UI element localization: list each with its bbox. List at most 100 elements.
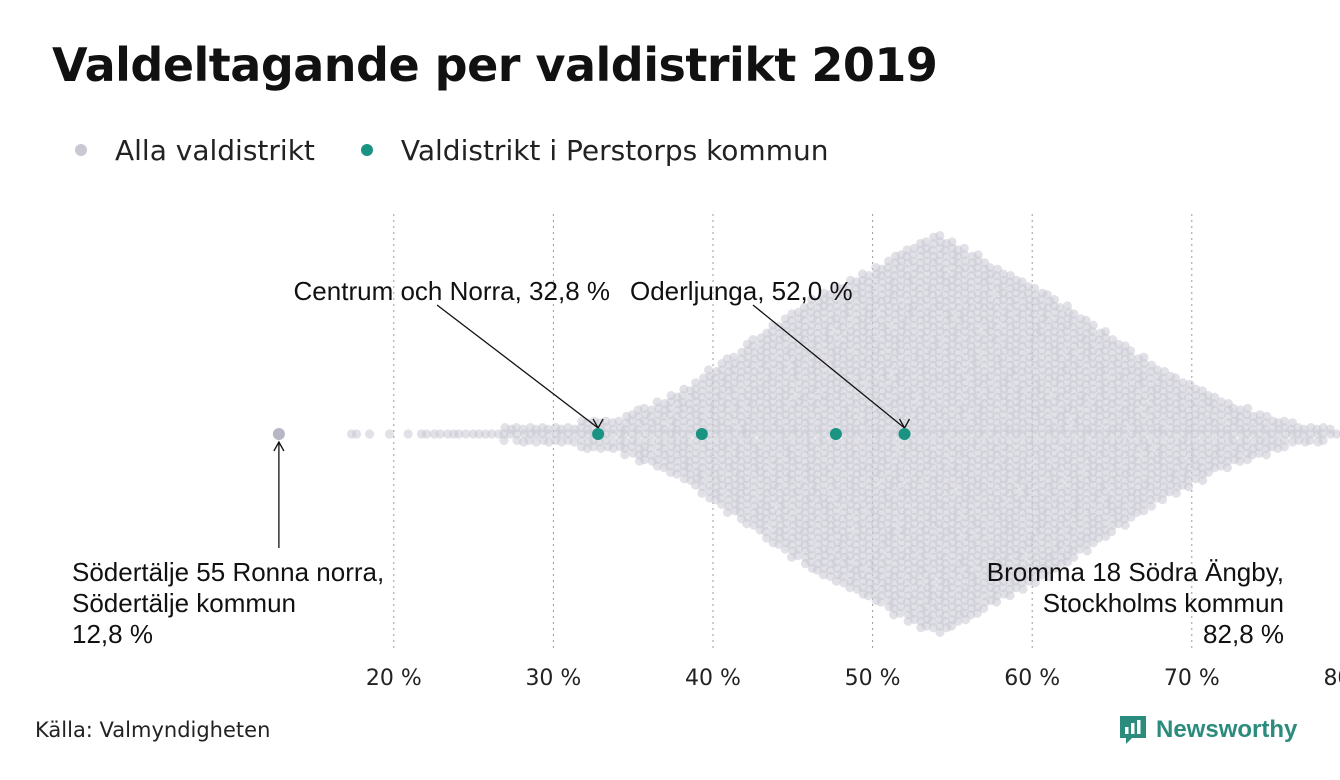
swarm-point (697, 405, 707, 415)
legend: Alla valdistrikt Valdistrikt i Perstorps… (75, 128, 874, 172)
swarm-point (973, 282, 983, 292)
swarm-point (1222, 463, 1232, 473)
swarm-point (1023, 455, 1034, 465)
swarm-point (762, 533, 772, 543)
swarm-point (992, 429, 1002, 439)
swarm-point (646, 443, 656, 453)
swarm-point (986, 519, 996, 529)
swarm-point (774, 539, 784, 550)
swarm-point (972, 570, 982, 580)
swarm-point (857, 365, 868, 375)
swarm-point (825, 290, 835, 300)
swarm-point (1010, 512, 1021, 522)
swarm-point (684, 450, 694, 460)
swarm-point (979, 475, 989, 485)
swarm-point (1132, 429, 1142, 439)
swarm-point (775, 469, 785, 479)
swarm-point (1170, 469, 1180, 479)
swarm-point (825, 328, 835, 338)
swarm-point (691, 378, 701, 388)
swarm-point (704, 442, 714, 452)
swarm-point (1062, 410, 1072, 420)
swarm-point (838, 386, 848, 396)
swarm-point (876, 597, 886, 607)
swarm-point (461, 429, 471, 439)
swarm-point (1100, 359, 1110, 369)
swarm-point (1049, 295, 1059, 305)
annotation-1: Centrum och Norra, 32,8 % (294, 276, 610, 430)
swarm-point (928, 584, 938, 594)
swarm-point (1198, 475, 1208, 485)
swarm-point (858, 551, 868, 561)
swarm-point (422, 429, 432, 439)
swarm-point (519, 429, 530, 439)
swarm-point (1318, 435, 1328, 445)
swarm-point (889, 429, 899, 439)
swarm-point (1044, 571, 1054, 582)
swarm-point (844, 403, 854, 413)
annotation-label-2: Oderljunga, 52,0 % (630, 276, 853, 306)
x-tick-label: 80 % (1323, 666, 1340, 691)
swarm-point (1190, 429, 1200, 439)
annotation-label-3-line-2: Södertälje kommun (72, 588, 296, 618)
swarm-point (1004, 418, 1015, 428)
swarm-point (966, 335, 976, 345)
swarm-point (934, 359, 944, 369)
swarm-point (563, 429, 573, 439)
swarm-point (1056, 495, 1066, 505)
swarm-point (365, 429, 375, 439)
swarm-point (1164, 487, 1174, 497)
swarm-point (973, 250, 983, 260)
swarm-point (946, 307, 957, 317)
swarm-point (953, 386, 963, 396)
swarm-point (986, 391, 996, 401)
swarm-point (1146, 501, 1157, 511)
swarm-point (647, 429, 657, 439)
swarm-point (1042, 379, 1053, 389)
swarm-point (857, 423, 867, 433)
swarm-point (1216, 403, 1226, 413)
swarm-point (947, 589, 957, 599)
swarm-point (1139, 506, 1149, 516)
swarm-point (978, 405, 989, 415)
swarm-point (991, 315, 1001, 325)
swarm-point (972, 589, 982, 599)
perstorp-point-3 (829, 428, 842, 440)
swarm-point (781, 429, 791, 439)
swarm-point (1100, 480, 1110, 490)
swarm-point (812, 482, 822, 492)
swarm-point (935, 627, 945, 638)
legend-swatch-perstorp (360, 144, 373, 156)
swarm-point (1203, 467, 1213, 477)
swarm-point (991, 597, 1002, 607)
swarm-point (812, 450, 823, 460)
swarm-point (999, 365, 1009, 375)
swarm-point (1139, 499, 1149, 509)
swarm-point (1062, 416, 1072, 426)
swarm-point (953, 527, 963, 537)
swarm-point (1261, 450, 1271, 460)
swarm-point (806, 519, 816, 529)
swarm-point (499, 435, 509, 445)
swarm-point (812, 341, 823, 351)
swarm-point (818, 570, 829, 580)
legend-label-all: Alla valdistrikt (115, 133, 315, 167)
swarm-point (972, 352, 982, 362)
swarm-point (934, 314, 945, 324)
swarm-point (524, 435, 534, 445)
swarm-point (684, 437, 694, 447)
swarm-point (1005, 392, 1015, 402)
legend-label-perstorp: Valdistrikt i Perstorps kommun (400, 133, 829, 167)
swarm-point (1146, 429, 1157, 439)
perstorp-point-1 (592, 428, 605, 440)
swarm-point (487, 429, 497, 439)
brand-name: Newsworthy (1156, 716, 1298, 743)
x-tick-label: 60 % (1004, 666, 1060, 691)
swarm-point (1094, 533, 1104, 543)
swarm-point (639, 455, 650, 465)
swarm-point (1157, 495, 1168, 505)
swarm-point (569, 437, 579, 447)
swarm-point (1138, 487, 1149, 497)
swarm-point (813, 373, 823, 383)
swarm-point (781, 423, 791, 433)
